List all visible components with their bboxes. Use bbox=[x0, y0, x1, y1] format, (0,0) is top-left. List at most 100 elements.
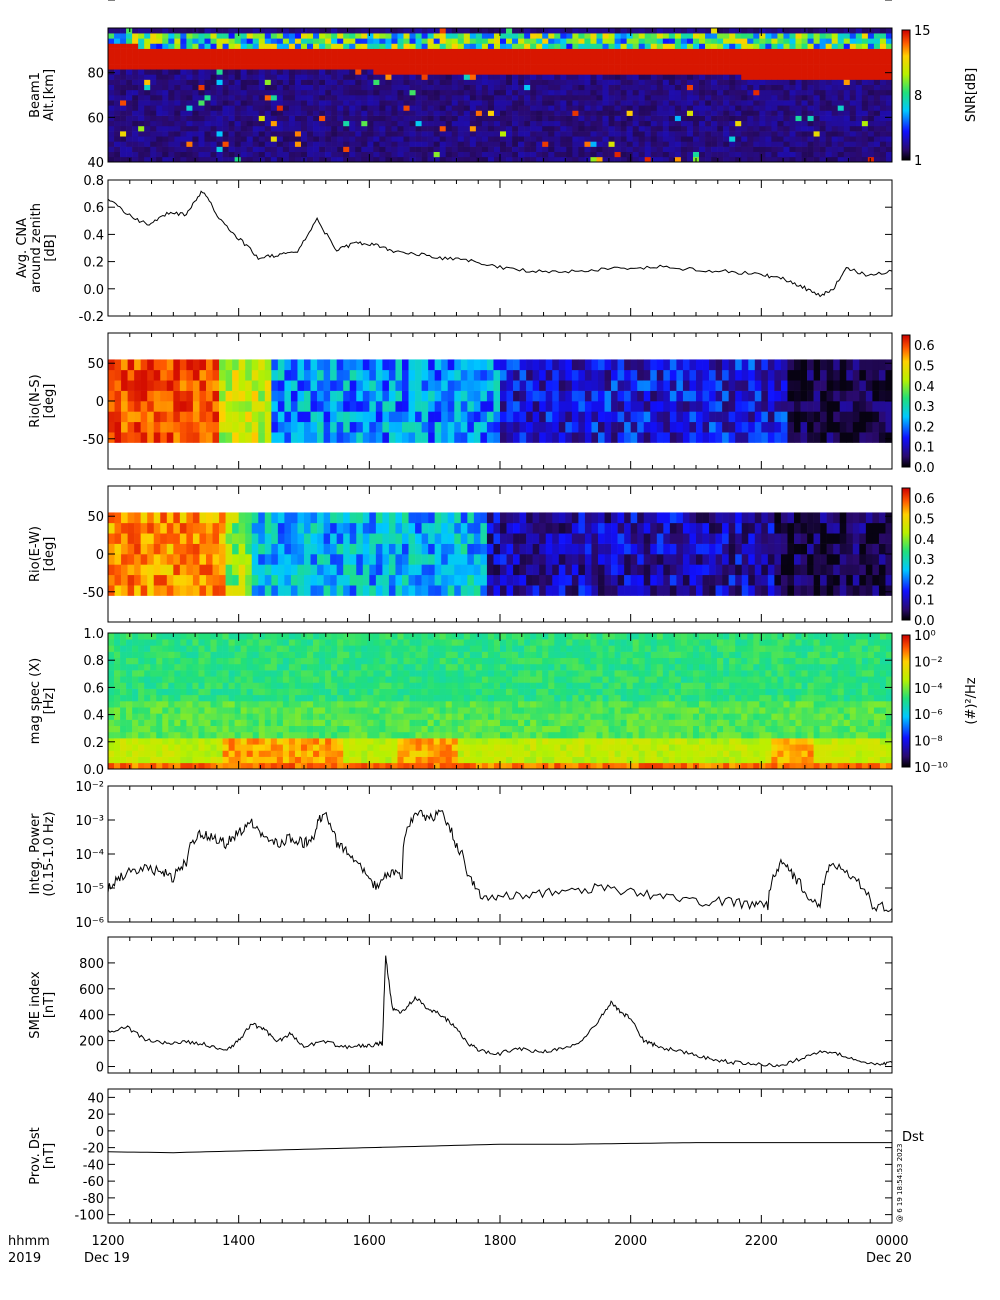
heatmap-cell bbox=[114, 89, 121, 96]
heatmap-cell bbox=[174, 100, 181, 106]
heatmap-cell bbox=[800, 359, 808, 371]
heatmap-cell bbox=[126, 136, 133, 142]
heatmap-cell bbox=[166, 585, 174, 596]
heatmap-cell bbox=[439, 125, 447, 132]
heatmap-cell bbox=[493, 554, 501, 565]
heatmap-cell bbox=[232, 554, 239, 565]
heatmap-cell bbox=[795, 58, 802, 65]
heatmap-cell bbox=[761, 421, 769, 433]
heatmap-cell bbox=[108, 110, 115, 116]
heatmap-cell bbox=[542, 110, 549, 116]
heatmap-cell bbox=[310, 554, 318, 565]
heatmap-cell bbox=[680, 53, 688, 60]
heatmap-cell bbox=[210, 64, 217, 70]
heatmap-cell bbox=[232, 533, 239, 544]
heatmap-cell bbox=[765, 48, 772, 55]
heatmap-cell bbox=[319, 146, 326, 152]
heatmap-cell bbox=[140, 401, 148, 412]
heatmap-cell bbox=[807, 369, 814, 381]
heatmap-cell bbox=[245, 522, 253, 534]
heatmap-cell bbox=[313, 38, 320, 44]
heatmap-cell bbox=[114, 53, 121, 60]
heatmap-cell bbox=[759, 53, 766, 60]
heatmap-cell bbox=[795, 79, 802, 85]
heatmap-cell bbox=[120, 48, 127, 55]
heatmap-cell bbox=[121, 522, 128, 534]
heatmap-cell bbox=[705, 110, 712, 116]
heatmap-cell bbox=[753, 115, 760, 122]
heatmap-cell bbox=[216, 95, 223, 101]
heatmap-cell bbox=[748, 390, 756, 402]
heatmap-cell bbox=[179, 574, 187, 586]
heatmap-cell bbox=[761, 380, 769, 391]
heatmap-cell bbox=[307, 58, 314, 65]
heatmap-cell bbox=[578, 151, 585, 158]
heatmap-cell bbox=[271, 421, 279, 433]
heatmap-cell bbox=[536, 58, 543, 65]
heatmap-cell bbox=[362, 512, 370, 524]
heatmap-cell bbox=[310, 421, 318, 433]
heatmap-cell bbox=[542, 131, 549, 137]
heatmap-cell bbox=[373, 120, 380, 127]
heatmap-cell bbox=[168, 58, 175, 65]
heatmap-cell bbox=[560, 156, 567, 163]
heatmap-cell bbox=[668, 28, 676, 34]
heatmap-cell bbox=[723, 151, 730, 158]
heatmap-cell bbox=[225, 432, 233, 443]
heatmap-cell bbox=[180, 64, 187, 70]
heatmap-cell bbox=[873, 48, 881, 55]
heatmap-cell bbox=[787, 390, 795, 402]
heatmap-cell bbox=[536, 84, 543, 91]
snr-heatmap bbox=[108, 28, 893, 163]
heatmap-cell bbox=[506, 125, 513, 132]
heatmap-cell bbox=[578, 380, 586, 391]
heatmap-cell bbox=[108, 522, 115, 534]
heatmap-cell bbox=[467, 421, 475, 433]
heatmap-cell bbox=[598, 432, 605, 443]
heatmap-cell bbox=[532, 359, 540, 371]
heatmap-cell bbox=[216, 141, 223, 147]
heatmap-cell bbox=[598, 533, 605, 544]
heatmap-cell bbox=[210, 84, 217, 91]
heatmap-cell bbox=[558, 401, 566, 412]
heatmap-cell bbox=[126, 146, 133, 152]
heatmap-cell bbox=[705, 74, 712, 80]
heatmap-cell bbox=[174, 79, 181, 85]
heatmap-cell bbox=[147, 401, 155, 412]
heatmap-cell bbox=[415, 58, 422, 65]
heatmap-cell bbox=[434, 369, 442, 381]
heatmap-cell bbox=[493, 95, 501, 101]
heatmap-cell bbox=[228, 125, 235, 132]
heatmap-cell bbox=[397, 131, 404, 137]
heatmap-cell bbox=[481, 53, 489, 60]
heatmap-cell bbox=[294, 33, 302, 39]
heatmap-cell bbox=[608, 125, 615, 132]
heatmap-cell bbox=[630, 401, 638, 412]
heatmap-cell bbox=[469, 53, 477, 60]
heatmap-cell bbox=[457, 95, 465, 101]
heatmap-cell bbox=[542, 151, 549, 158]
heatmap-cell bbox=[705, 48, 712, 55]
heatmap-cell bbox=[343, 125, 350, 132]
heatmap-cell bbox=[879, 69, 887, 75]
heatmap-cell bbox=[276, 28, 284, 34]
heatmap-cell bbox=[160, 564, 168, 576]
heatmap-cell bbox=[385, 64, 392, 70]
heatmap-cell bbox=[867, 105, 875, 111]
heatmap-cell bbox=[885, 43, 893, 49]
heatmap-cell bbox=[530, 95, 537, 101]
heatmap-cell bbox=[481, 69, 489, 75]
heatmap-cell bbox=[722, 380, 729, 391]
heatmap-cell bbox=[759, 131, 766, 137]
heatmap-cell bbox=[415, 554, 422, 565]
heatmap-cell bbox=[513, 369, 520, 381]
heatmap-cell bbox=[252, 64, 260, 70]
heatmap-cell bbox=[526, 401, 533, 412]
heatmap-cell bbox=[140, 380, 148, 391]
heatmap-cell bbox=[500, 79, 507, 85]
heatmap-cell bbox=[787, 432, 795, 443]
heatmap-cell bbox=[723, 84, 730, 91]
heatmap-cell bbox=[174, 136, 181, 142]
heatmap-cell bbox=[375, 432, 383, 443]
heatmap-cell bbox=[813, 74, 820, 80]
